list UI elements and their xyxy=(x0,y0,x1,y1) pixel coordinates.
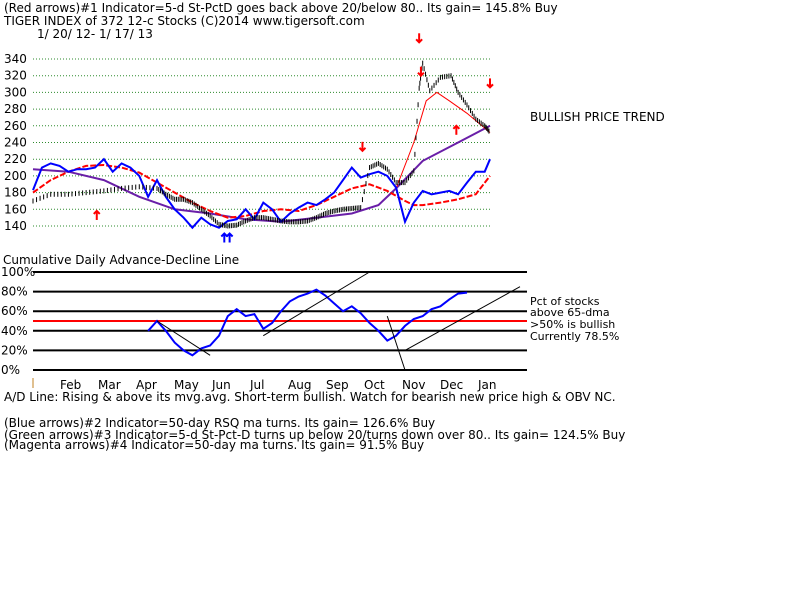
pct-label-4: Currently 78.5% xyxy=(530,330,620,343)
pct-label-2: above 65-dma xyxy=(530,306,610,319)
upper-y-tick-label: 300 xyxy=(4,85,27,99)
trendline xyxy=(386,315,406,371)
upper-thin-red-ma xyxy=(395,91,491,189)
lower-y-tick-label: 60% xyxy=(1,304,28,318)
lower-y-tick-label: 20% xyxy=(1,343,28,357)
x-month-label: Sep xyxy=(326,378,349,392)
x-month-label: Mar xyxy=(98,378,121,392)
x-month-label: Jun xyxy=(211,378,231,392)
lower-y-tick-label: 100% xyxy=(1,265,35,279)
x-month-label: Jan xyxy=(477,378,497,392)
red-buy-arrow-head xyxy=(452,124,461,130)
lower-panel-title: Cumulative Daily Advance-Decline Line xyxy=(3,253,240,267)
upper-y-tick-label: 180 xyxy=(4,186,27,200)
x-month-label: May xyxy=(174,378,199,392)
ad-line xyxy=(147,288,468,357)
red-sell-arrow-head xyxy=(358,147,367,153)
upper-y-tick-label: 200 xyxy=(4,169,27,183)
pct-label-3: >50% is bullish xyxy=(530,318,616,331)
footer-blue: (Blue arrows)#2 Indicator=50-day RSQ ma … xyxy=(4,416,436,430)
x-month-label: Feb xyxy=(60,378,81,392)
red-sell-arrow-head xyxy=(415,38,423,44)
x-month-label: Apr xyxy=(136,378,157,392)
blue-buy-arrow-head xyxy=(225,232,234,238)
header-line1: (Red arrows)#1 Indicator=5-d St-PctD goe… xyxy=(4,1,558,15)
red-sell-arrow-head xyxy=(417,71,425,78)
ad-line-note: A/D Line: Rising & above its mvg.avg. Sh… xyxy=(4,390,616,404)
red-sell-arrow-head xyxy=(486,83,494,89)
trend-label: BULLISH PRICE TREND xyxy=(530,110,665,124)
upper-y-tick-label: 340 xyxy=(4,52,27,66)
upper-y-tick-label: 220 xyxy=(4,152,27,166)
trendline xyxy=(156,320,211,356)
footer-magenta: (Magenta arrows)#4 Indicator=50-day ma t… xyxy=(4,438,425,452)
lower-y-tick-label: 40% xyxy=(1,324,28,338)
trendline xyxy=(263,271,370,337)
lower-y-tick-label: 0% xyxy=(1,363,20,377)
x-month-label: Nov xyxy=(402,378,425,392)
upper-y-tick-label: 240 xyxy=(4,136,27,150)
footer-green: (Green arrows)#3 Indicator=5-d St-Pct-D … xyxy=(4,428,626,442)
lower-y-tick-label: 80% xyxy=(1,285,28,299)
red-buy-arrow-head xyxy=(93,209,101,215)
x-month-label: Aug xyxy=(288,378,311,392)
upper-y-tick-label: 280 xyxy=(4,102,27,116)
pct-label-1: Pct of stocks xyxy=(530,295,600,308)
upper-y-tick-label: 320 xyxy=(4,69,27,83)
upper-y-tick-label: 160 xyxy=(4,202,27,216)
upper-y-tick-label: 260 xyxy=(4,119,27,133)
header-line2: TIGER INDEX of 372 12-c Stocks (C)2014 w… xyxy=(4,14,365,28)
trendline xyxy=(404,286,521,351)
header-line3: 1/ 20/ 12- 1/ 17/ 13 xyxy=(37,27,153,41)
x-month-label: Jul xyxy=(249,378,264,392)
x-month-label: Dec xyxy=(440,378,463,392)
upper-y-tick-label: 140 xyxy=(4,219,27,233)
upper-blue-line xyxy=(32,157,491,230)
x-month-label: Oct xyxy=(364,378,385,392)
